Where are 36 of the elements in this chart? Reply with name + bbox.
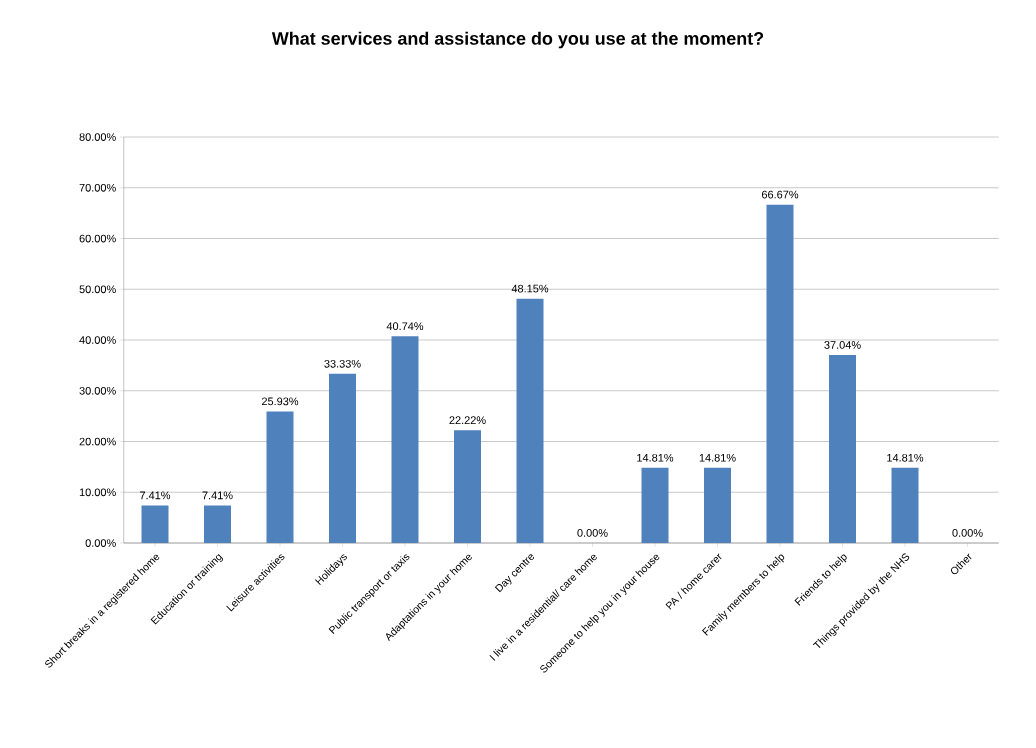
y-tick-label: 20.00% [79,437,116,446]
y-tick-label: 40.00% [79,336,116,344]
y-tick-label: 10.00% [79,488,116,497]
data-label: 48.15% [511,284,549,293]
data-label: 14.81% [637,453,674,462]
y-tick-label: 30.00% [79,386,116,395]
data-label: 14.81% [887,453,924,462]
bar [829,355,857,543]
bar [516,298,544,543]
y-tick-label: 70.00% [79,183,116,192]
data-label: 22.22% [449,416,486,425]
data-label: 7.41% [140,491,171,500]
data-label: 40.74% [386,322,424,331]
data-label: 25.93% [261,397,299,406]
data-label: 37.04% [824,341,861,349]
y-tick-label: 80.00% [79,133,116,141]
bar [204,505,231,543]
y-tick-label: 60.00% [79,234,116,243]
bar [329,373,356,543]
bar [766,204,794,543]
data-label: 7.41% [202,491,233,500]
bar [391,336,419,543]
bar [141,505,169,543]
data-label: 0.00% [952,529,983,537]
data-label: 33.33% [324,359,361,368]
bar [266,411,294,543]
bar [891,467,919,543]
data-label: 14.81% [699,453,736,462]
bar [641,467,669,543]
y-tick-label: 0.00% [85,539,116,547]
data-label: 0.00% [577,529,608,537]
bar [454,430,481,543]
y-tick-label: 50.00% [79,285,116,294]
data-label: 66.67% [761,190,799,199]
bar [704,467,732,543]
chart-title: What services and assistance do you use at the moment? [271,31,764,49]
